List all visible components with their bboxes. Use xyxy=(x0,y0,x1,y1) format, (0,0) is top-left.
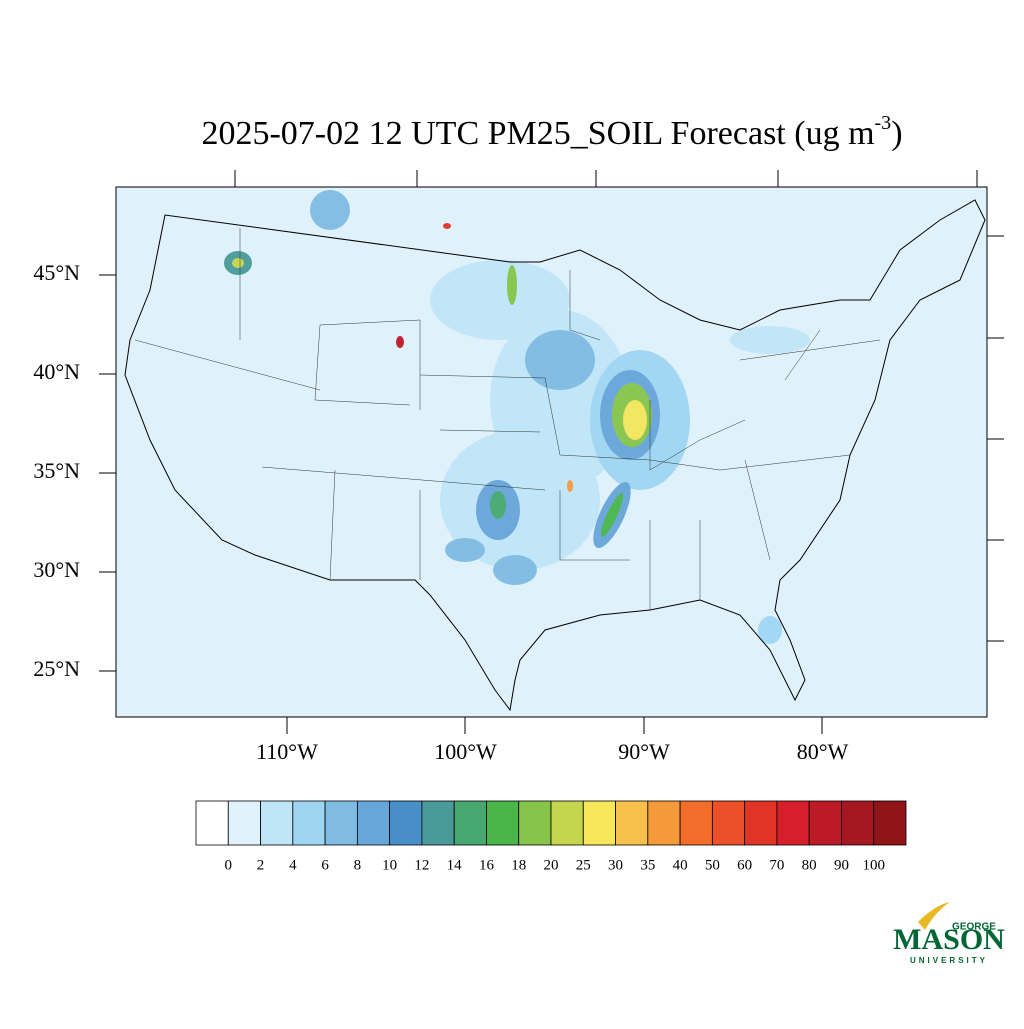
colorbar-box xyxy=(292,800,326,846)
colorbar-box xyxy=(421,800,455,846)
colorbar-label: 80 xyxy=(802,857,817,873)
colorbar-label: 14 xyxy=(447,857,463,873)
colorbar-label: 0 xyxy=(225,857,233,873)
title: 2025-07-02 12 UTC PM25_SOIL Forecast (ug… xyxy=(201,112,902,152)
colorbar-box xyxy=(615,800,649,846)
map-frame xyxy=(115,186,988,718)
colorbar-box xyxy=(744,800,778,846)
colorbar-box xyxy=(260,800,294,846)
title-text: 2025-07-02 12 UTC PM25_SOIL Forecast (ug… xyxy=(201,115,874,152)
colorbar-box xyxy=(389,800,423,846)
colorbar-box xyxy=(679,800,713,846)
lon-label: 100°W xyxy=(434,739,497,764)
colorbar-label: 50 xyxy=(705,857,720,873)
lat-label: 25°N xyxy=(33,656,80,681)
colorbar-box xyxy=(582,800,616,846)
concentration-field xyxy=(224,190,810,644)
map xyxy=(99,170,1004,734)
colorbar-label: 25 xyxy=(576,857,591,873)
colorbar-label: 6 xyxy=(321,857,329,873)
colorbar-box xyxy=(550,800,584,846)
colorbar-label: 2 xyxy=(257,857,265,873)
colorbar-box xyxy=(518,800,552,846)
ticks xyxy=(99,170,1004,734)
lon-label: 80°W xyxy=(797,739,849,764)
logo-swoosh xyxy=(918,902,950,930)
lon-label: 90°W xyxy=(618,739,670,764)
lat-label: 35°N xyxy=(33,458,80,483)
title-superscript: -3 xyxy=(875,112,892,134)
colorbar-label: 12 xyxy=(414,857,429,873)
colorbar-label: 8 xyxy=(354,857,362,873)
colorbar-box xyxy=(808,800,842,846)
colorbar-box xyxy=(841,800,875,846)
logo-main: MASON xyxy=(893,923,1005,956)
colorbar-label: 16 xyxy=(479,857,495,873)
logo-top: GEORGE xyxy=(952,922,996,933)
lat-label: 45°N xyxy=(33,260,80,285)
colorbar-box xyxy=(873,800,907,846)
colorbar-label: 10 xyxy=(382,857,397,873)
colorbar-label: 40 xyxy=(673,857,688,873)
state-borders xyxy=(134,228,881,610)
colorbar-label: 20 xyxy=(544,857,559,873)
colorbar-label: 30 xyxy=(608,857,623,873)
colorbar-box xyxy=(711,800,746,846)
coastline xyxy=(124,199,986,712)
colorbar: 0 2 4 6 8 10 12 14 16 18 20 25 30 35 40 50 60 70 80 90 100 xyxy=(195,800,907,873)
colorbar-box xyxy=(486,800,520,846)
colorbar-box xyxy=(324,800,358,846)
colorbar-box xyxy=(195,800,229,846)
lat-label: 30°N xyxy=(33,557,80,582)
logo: GEORGE MASON UNIVERSITY xyxy=(893,902,1005,965)
colorbar-label: 35 xyxy=(640,857,655,873)
colorbar-box xyxy=(453,800,487,846)
colorbar-label: 70 xyxy=(769,857,784,873)
colorbar-label: 100 xyxy=(862,857,885,873)
colorbar-box xyxy=(776,800,810,846)
colorbar-label: 4 xyxy=(289,857,297,873)
title-close: ) xyxy=(891,115,902,152)
colorbar-label: 18 xyxy=(511,857,526,873)
logo-bottom: UNIVERSITY xyxy=(910,956,988,965)
colorbar-box xyxy=(227,800,261,846)
colorbar-label: 90 xyxy=(834,857,849,873)
longitude-labels: 110°W 100°W 90°W 80°W xyxy=(256,739,848,764)
lon-label: 110°W xyxy=(256,739,318,764)
colorbar-box xyxy=(647,800,681,846)
colorbar-box xyxy=(356,800,391,846)
colorbar-label: 60 xyxy=(737,857,752,873)
latitude-labels: 45°N 40°N 35°N 30°N 25°N xyxy=(33,260,80,681)
lat-label: 40°N xyxy=(33,359,80,384)
